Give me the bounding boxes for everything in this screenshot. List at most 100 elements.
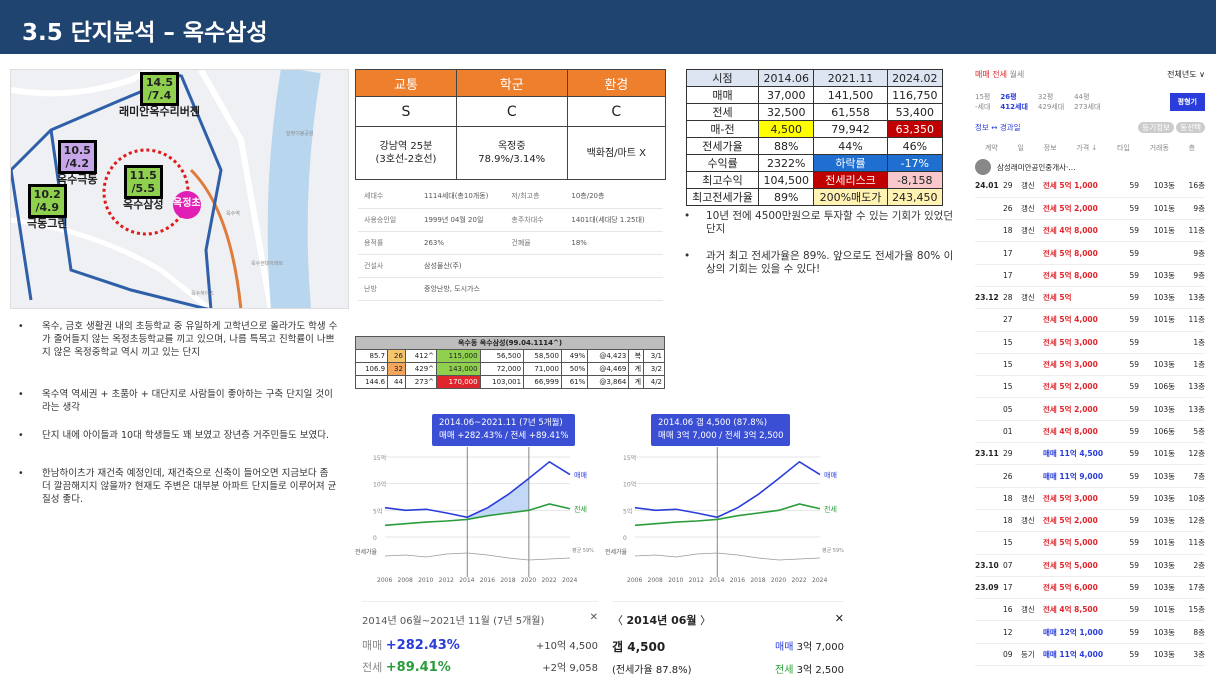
year-select[interactable]: 전체년도 ∨ bbox=[1167, 70, 1205, 79]
table-cell: 103동 bbox=[1139, 464, 1175, 488]
table-row[interactable]: 15 전세 5억 2,000 59 106동 13층 bbox=[975, 375, 1205, 399]
complex-map[interactable]: 14.5/7.4 래미안옥수리버젠 10.5/4.2 옥수극동 11.5/5.5… bbox=[10, 69, 349, 309]
table-cell bbox=[1021, 331, 1043, 354]
next-icon[interactable]: 〉 bbox=[700, 614, 711, 627]
table-cell: 매매 11억 4,000 bbox=[1043, 643, 1115, 667]
note-item: • 과거 최고 전세가율은 89%. 앞으로도 전세가율 80% 이상의 기회는 … bbox=[684, 250, 954, 275]
table-row[interactable]: 18 갱신 전세 5억 3,000 59 103동 10층 bbox=[975, 487, 1205, 510]
table-cell bbox=[1021, 308, 1043, 332]
table-row[interactable]: 01 전세 4억 8,000 59 106동 5층 bbox=[975, 420, 1205, 444]
note-list: • 10년 전에 4500만원으로 투자할 수 있는 기회가 있었던 단지 • 과거… bbox=[684, 210, 954, 276]
table-row[interactable]: 17 전세 5억 8,000 59 9층 bbox=[975, 241, 1205, 265]
size-option[interactable]: 26평 412세대 bbox=[1000, 93, 1028, 111]
page-title: 3.5 단지분석 – 옥수삼성 bbox=[0, 0, 1216, 54]
table-row[interactable]: 15 전세 5억 5,000 59 101동 11층 bbox=[975, 531, 1205, 555]
table-cell: 전세 5억 2,000 bbox=[1043, 375, 1115, 399]
table-cell: 59 bbox=[1115, 598, 1139, 622]
price-chart-2[interactable]: 15억 10억 5억 0 2006 2008 2010 2012 2014 2016 2018 202… bbox=[605, 412, 845, 587]
table-cell bbox=[975, 375, 1003, 399]
table-cell: 23.10 bbox=[975, 554, 1003, 577]
table-cell: 106동 bbox=[1139, 375, 1175, 399]
table-cell bbox=[1021, 420, 1043, 444]
table-cell: 103동 bbox=[1139, 576, 1175, 600]
table-cell: 59 bbox=[1115, 643, 1139, 667]
chart1-tooltip: 2014.06~2021.11 (7년 5개월) 매매 +282.43% / 전세… bbox=[432, 414, 576, 446]
table-row[interactable]: 23.11 29 매매 11억 4,500 59 101동 12층 bbox=[975, 442, 1205, 466]
tag-oksu-samsung[interactable]: 11.5/5.5 옥수삼성 bbox=[123, 165, 163, 211]
table-row[interactable]: 05 전세 5억 2,000 59 103동 13층 bbox=[975, 397, 1205, 421]
table-cell: 매매 12억 1,000 bbox=[1043, 620, 1115, 644]
table-cell: 17층 bbox=[1175, 576, 1205, 600]
table-cell: 전세 5억 1,000 bbox=[1043, 175, 1115, 198]
series-line bbox=[634, 460, 821, 519]
size-option[interactable]: 32평 429세대 bbox=[1037, 93, 1065, 111]
table-row[interactable]: 12 매매 12억 1,000 59 103동 8층 bbox=[975, 620, 1205, 644]
size-option[interactable]: 15평 -세대 bbox=[975, 93, 991, 111]
summary-mini-table: 옥수동 옥수삼성(99.04.1114^) 85.7 26 412^ 115,000 5… bbox=[354, 336, 665, 389]
prev-icon[interactable]: 〈 bbox=[612, 614, 623, 627]
table-cell: 3층 bbox=[1175, 643, 1205, 667]
table-row[interactable]: 15 전세 5억 3,000 59 1층 bbox=[975, 331, 1205, 354]
filter-button[interactable]: 등기정보 bbox=[1138, 122, 1174, 133]
table-row[interactable]: 23.12 28 갱신 전세 5억 59 103동 13층 bbox=[975, 286, 1205, 310]
table-cell: 23.11 bbox=[975, 442, 1003, 466]
table-row[interactable]: 23.09 17 전세 5억 6,000 59 103동 17층 bbox=[975, 576, 1205, 600]
table-cell bbox=[975, 620, 1003, 644]
x-tick-label: 2022 bbox=[541, 577, 556, 584]
table-cell: 1층 bbox=[1175, 353, 1205, 377]
table-cell: 12층 bbox=[1175, 442, 1205, 466]
bullet-item: • 옥수, 금호 생활권 내의 초등학교 중 유일하게 고학년으로 올라가도 학생… bbox=[18, 321, 338, 358]
table-cell: 갱신 bbox=[1021, 509, 1043, 533]
table-cell: 전세 4억 8,000 bbox=[1043, 420, 1115, 444]
table-cell: 전세 5억 2,000 bbox=[1043, 197, 1115, 221]
table-cell: 매매 11억 9,000 bbox=[1043, 464, 1115, 488]
table-row[interactable]: 09 등기 매매 11억 4,000 59 103동 3층 bbox=[975, 643, 1205, 667]
tab-sale[interactable]: 매매 bbox=[975, 70, 990, 79]
table-row[interactable]: 26 갱신 전세 5억 2,000 59 101동 9층 bbox=[975, 197, 1205, 221]
transaction-panel: 매매 전세 월세 전체년도 ∨ 15평 -세대 26평 412세대 32평 429세대… bbox=[975, 69, 1205, 667]
filter-button[interactable]: 동선택 bbox=[1176, 122, 1205, 133]
table-cell: 15층 bbox=[1175, 598, 1205, 622]
table-cell: 18 bbox=[1003, 487, 1021, 510]
close-icon[interactable]: ✕ bbox=[589, 612, 598, 623]
tag-oksu-geukdong[interactable]: 10.5/4.2 옥수극동 bbox=[57, 140, 97, 186]
table-cell: 103동 bbox=[1139, 175, 1175, 198]
table-cell: 12층 bbox=[1175, 509, 1205, 533]
school-marker[interactable]: 옥정초 bbox=[173, 198, 201, 209]
x-tick-label: 2016 bbox=[480, 577, 495, 584]
tag-geukdong-green[interactable]: 10.2/4.9 극동그린 bbox=[27, 184, 67, 230]
table-cell: 28 bbox=[1003, 286, 1021, 310]
table-row[interactable]: 18 갱신 전세 5억 2,000 59 103동 12층 bbox=[975, 509, 1205, 533]
close-icon[interactable]: ✕ bbox=[834, 612, 844, 625]
table-row[interactable]: 18 갱신 전세 4억 8,000 59 101동 11층 bbox=[975, 219, 1205, 243]
table-cell: 26 bbox=[1003, 197, 1021, 221]
table-cell bbox=[1021, 353, 1043, 377]
table-cell: 01 bbox=[1003, 420, 1021, 444]
table-cell bbox=[1139, 241, 1175, 265]
table-cell: 101동 bbox=[1139, 531, 1175, 555]
table-row[interactable]: 23.10 07 전세 5억 5,000 59 103동 2층 bbox=[975, 554, 1205, 577]
compare-button[interactable]: 평형기 bbox=[1169, 93, 1205, 111]
table-cell: 59 bbox=[1115, 331, 1139, 354]
table-cell: 갱신 bbox=[1021, 219, 1043, 243]
table-row[interactable]: 24.01 29 갱신 전세 5억 1,000 59 103동 16층 bbox=[975, 175, 1205, 198]
table-cell: 59 bbox=[1115, 375, 1139, 399]
avg-label: 평균 59% bbox=[822, 547, 844, 554]
shaded-area bbox=[467, 478, 529, 520]
tab-monthly[interactable]: 월세 bbox=[1009, 70, 1025, 79]
table-cell: 13층 bbox=[1175, 375, 1205, 399]
table-row[interactable]: 17 전세 5억 8,000 59 103동 9층 bbox=[975, 264, 1205, 287]
table-cell bbox=[1021, 576, 1043, 600]
table-cell bbox=[975, 353, 1003, 377]
table-cell bbox=[975, 487, 1003, 510]
size-option[interactable]: 44평 273세대 bbox=[1074, 93, 1101, 111]
table-row[interactable]: 16 갱신 전세 4억 8,500 59 101동 15층 bbox=[975, 598, 1205, 622]
table-row[interactable]: 26 매매 11억 9,000 59 103동 7층 bbox=[975, 464, 1205, 488]
tab-lease[interactable]: 전세 bbox=[992, 70, 1008, 79]
x-tick-label: 2012 bbox=[439, 577, 454, 584]
tag-raemian-riverzen[interactable]: 14.5/7.4 래미안옥수리버젠 bbox=[119, 72, 200, 118]
price-chart-1[interactable]: 15억 10억 5억 0 2006 2008 2010 2012 2014 2016 2018 202… bbox=[355, 412, 595, 587]
table-row[interactable]: 15 전세 5억 3,000 59 103동 1층 bbox=[975, 353, 1205, 377]
table-row[interactable]: 27 전세 5억 4,000 59 101동 11층 bbox=[975, 308, 1205, 332]
table-cell: 갱신 bbox=[1021, 175, 1043, 198]
